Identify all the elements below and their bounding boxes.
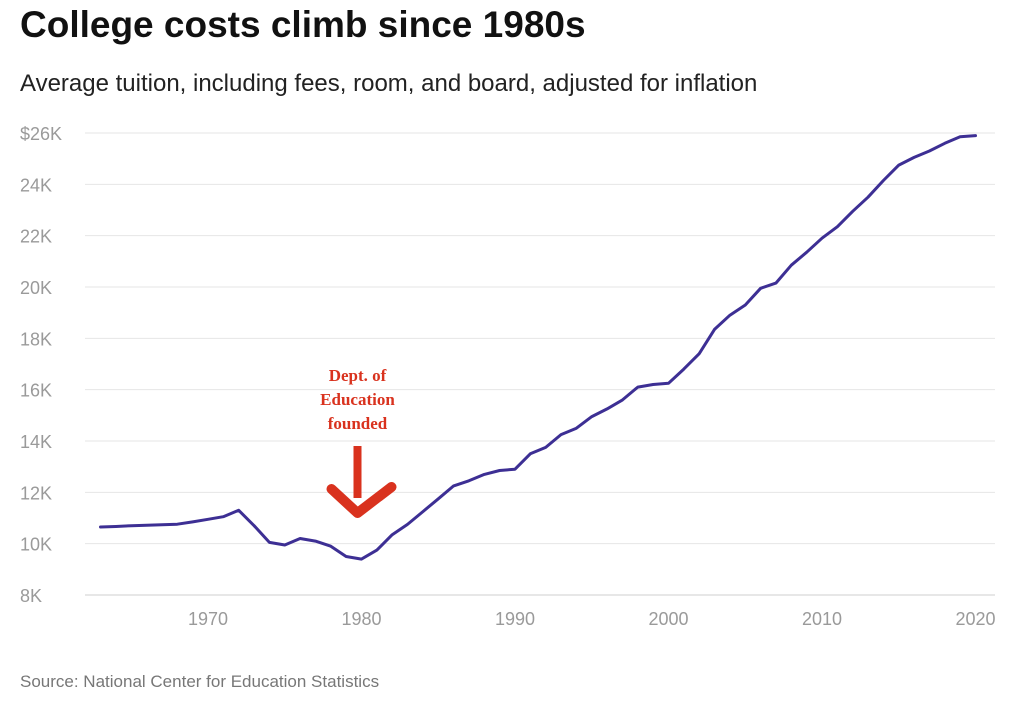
y-tick-label: 16K xyxy=(20,381,52,401)
chart-source: Source: National Center for Education St… xyxy=(20,672,380,691)
y-tick-label: 22K xyxy=(20,227,52,247)
annotation-arrow-head xyxy=(326,482,397,518)
series-line xyxy=(99,134,977,561)
chart-subtitle: Average tuition, including fees, room, a… xyxy=(20,70,758,97)
y-tick-label: 14K xyxy=(20,432,52,452)
chart-title: College costs climb since 1980s xyxy=(20,4,586,45)
y-tick-label: 12K xyxy=(20,483,52,503)
y-tick-label: $26K xyxy=(20,124,62,144)
x-tick-label: 2000 xyxy=(648,609,688,629)
x-tick-label: 2010 xyxy=(802,609,842,629)
annotation-text: Dept. of xyxy=(329,366,387,385)
x-tick-label: 1970 xyxy=(188,609,228,629)
y-tick-label: 8K xyxy=(20,586,42,606)
x-tick-label: 1980 xyxy=(341,609,381,629)
y-tick-label: 20K xyxy=(20,278,52,298)
y-tick-label: 24K xyxy=(20,175,52,195)
y-tick-label: 10K xyxy=(20,535,52,555)
annotation-text: Education xyxy=(320,390,395,409)
x-tick-label: 1990 xyxy=(495,609,535,629)
y-tick-label: 18K xyxy=(20,329,52,349)
x-tick-label: 2020 xyxy=(955,609,995,629)
annotation-text: founded xyxy=(328,414,388,433)
